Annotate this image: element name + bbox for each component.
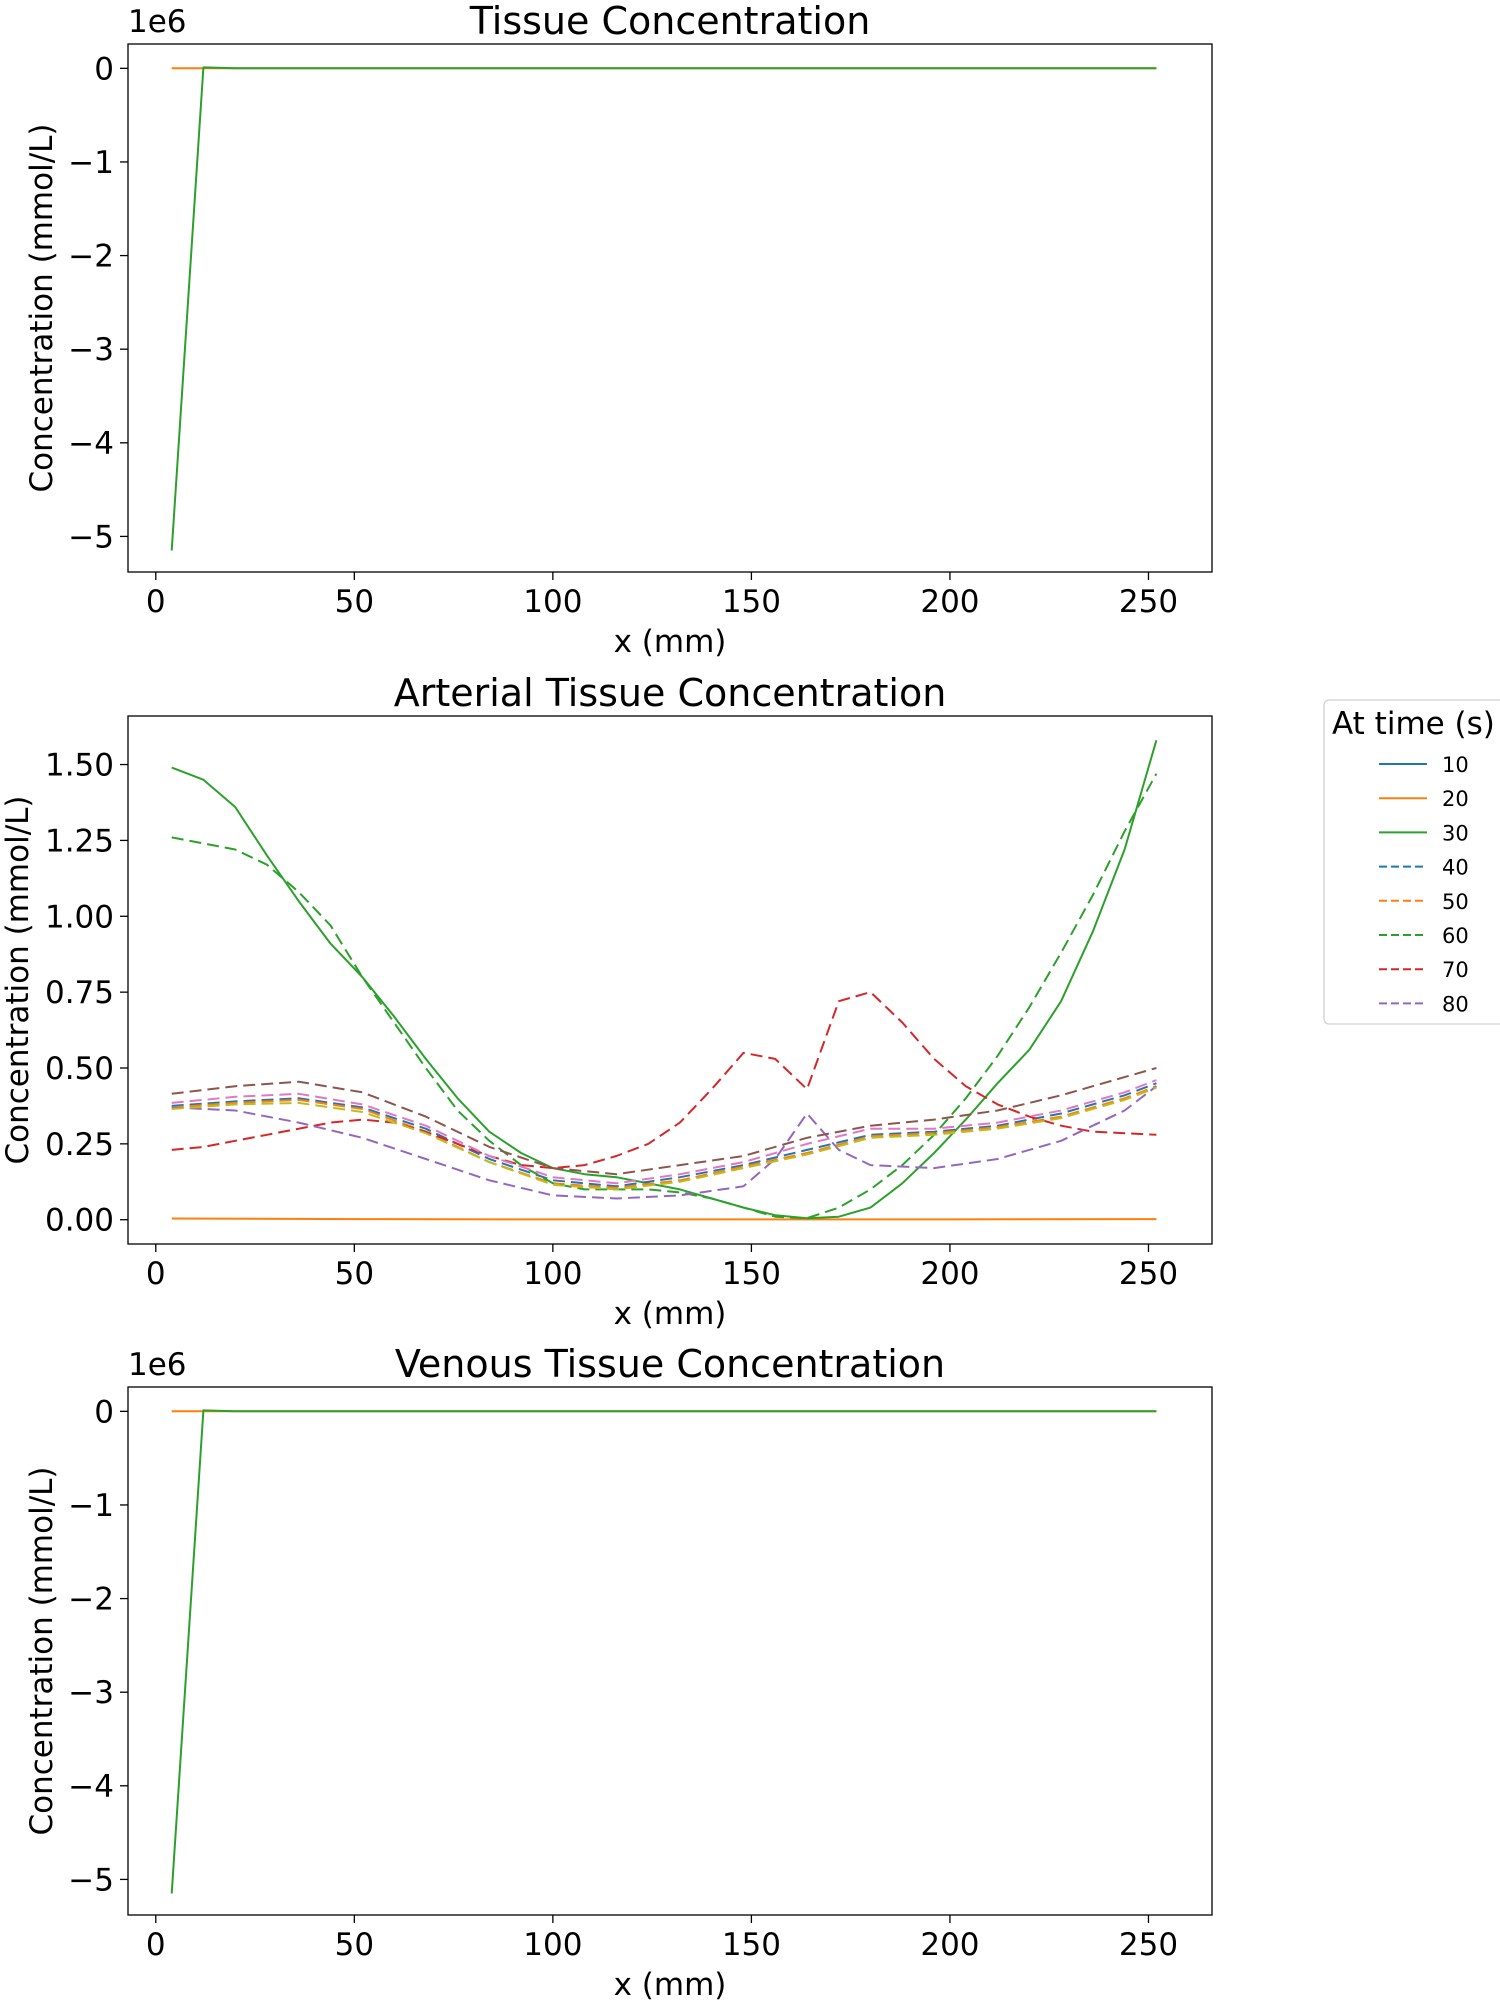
x-tick-label: 0 (146, 1256, 166, 1292)
legend-label-80: 80 (1442, 992, 1469, 1016)
y-tick-label: −4 (68, 426, 114, 462)
legend: At time (s) 10 20 30 40 50 60 70 80 (1323, 699, 1500, 1025)
y-tick-label: −3 (68, 1675, 114, 1711)
y-tick-label: 0.00 (45, 1203, 114, 1239)
y-tick-label: −4 (68, 1769, 114, 1805)
legend-label-20: 20 (1442, 787, 1469, 811)
series-line-extra-7 (171, 1067, 1157, 1176)
x-tick-label: 100 (523, 1256, 582, 1292)
x-tick-label: 100 (523, 584, 582, 620)
panel-2: 0 50 100 150 200 250 0.00 0.25 0.50 0.75 1.00 1.25 1… (0, 671, 1213, 1332)
y-tick-label: 0.25 (45, 1127, 114, 1163)
x-tick-label: 150 (722, 1927, 781, 1963)
legend-label-30: 30 (1442, 821, 1469, 845)
x-tick-label: 150 (722, 1256, 781, 1292)
y-tick-label: 0.50 (45, 1051, 114, 1087)
y-tick-label: 0.75 (45, 975, 114, 1011)
y-offset-label: 1e6 (128, 1347, 187, 1383)
y-tick-label: −5 (68, 1862, 114, 1898)
y-tick-label: −2 (68, 1582, 114, 1618)
y-axis-label: Concentration (mmol/L) (24, 1466, 60, 1835)
legend-label-60: 60 (1442, 924, 1469, 948)
y-tick-label: −2 (68, 239, 114, 275)
axes-frame (127, 715, 1213, 1245)
y-tick-label: 1.00 (45, 899, 114, 935)
y-tick-label: 0 (94, 1394, 114, 1430)
y-tick-label: −5 (68, 519, 114, 555)
series-line-80 (171, 1085, 1158, 1200)
x-tick-label: 200 (920, 1256, 979, 1292)
y-tick-label: 1.50 (45, 748, 114, 784)
legend-box (1323, 699, 1500, 1025)
legend-label-50: 50 (1442, 890, 1469, 914)
y-tick-label: 0 (94, 51, 114, 87)
series-line-30 (170, 66, 1157, 551)
series-line-extra-8 (171, 1079, 1157, 1185)
legend-label-70: 70 (1442, 958, 1469, 982)
x-tick-label: 0 (146, 584, 166, 620)
chart-title: Tissue Concentration (469, 0, 871, 43)
series-lines (171, 740, 1158, 1221)
y-tick-label: −1 (68, 145, 114, 181)
series-line-30 (171, 740, 1158, 1220)
y-offset-label: 1e6 (128, 4, 187, 40)
panel-1: 0 50 100 150 200 250 0 −1 −2 −3 −4 −5 1e6 Tissue Conc… (24, 0, 1213, 660)
x-tick-label: 0 (146, 1927, 166, 1963)
series-line-70 (171, 991, 1157, 1170)
series-line-50 (171, 1085, 1157, 1189)
panel-3: 0 50 100 150 200 250 0 −1 −2 −3 −4 −5 1e6 Venous Tiss… (24, 1342, 1213, 2000)
x-tick-label: 50 (335, 584, 374, 620)
series-line-60 (171, 773, 1158, 1220)
x-tick-label: 200 (920, 1927, 979, 1963)
chart-title: Arterial Tissue Concentration (394, 671, 947, 715)
x-tick-label: 50 (335, 1927, 374, 1963)
series-line-40 (171, 1082, 1157, 1188)
axes-frame (127, 43, 1213, 573)
x-axis-label: x (mm) (614, 1967, 727, 2000)
x-tick-label: 100 (523, 1927, 582, 1963)
x-tick-label: 250 (1119, 584, 1178, 620)
x-tick-label: 200 (920, 584, 979, 620)
series-lines (170, 66, 1157, 551)
series-line-30 (170, 1409, 1157, 1894)
y-tick-label: −1 (68, 1488, 114, 1524)
series-line-20 (171, 1217, 1157, 1221)
chart-title: Venous Tissue Concentration (395, 1342, 945, 1386)
legend-label-10: 10 (1442, 753, 1469, 777)
legend-label-40: 40 (1442, 856, 1469, 880)
x-axis-label: x (mm) (614, 624, 727, 660)
y-tick-label: 1.25 (45, 823, 114, 859)
x-tick-label: 50 (335, 1256, 374, 1292)
series-lines (170, 1409, 1157, 1894)
y-axis-label: Concentration (mmol/L) (24, 123, 60, 492)
x-tick-label: 150 (722, 584, 781, 620)
series-line-extra-9 (171, 1086, 1157, 1191)
x-tick-label: 250 (1119, 1256, 1178, 1292)
legend-title: At time (s) (1332, 706, 1495, 742)
x-axis-label: x (mm) (614, 1296, 727, 1332)
y-axis-label: Concentration (mmol/L) (0, 795, 36, 1164)
x-tick-label: 250 (1119, 1927, 1178, 1963)
axes-frame (127, 1386, 1213, 1916)
y-tick-label: −3 (68, 332, 114, 368)
